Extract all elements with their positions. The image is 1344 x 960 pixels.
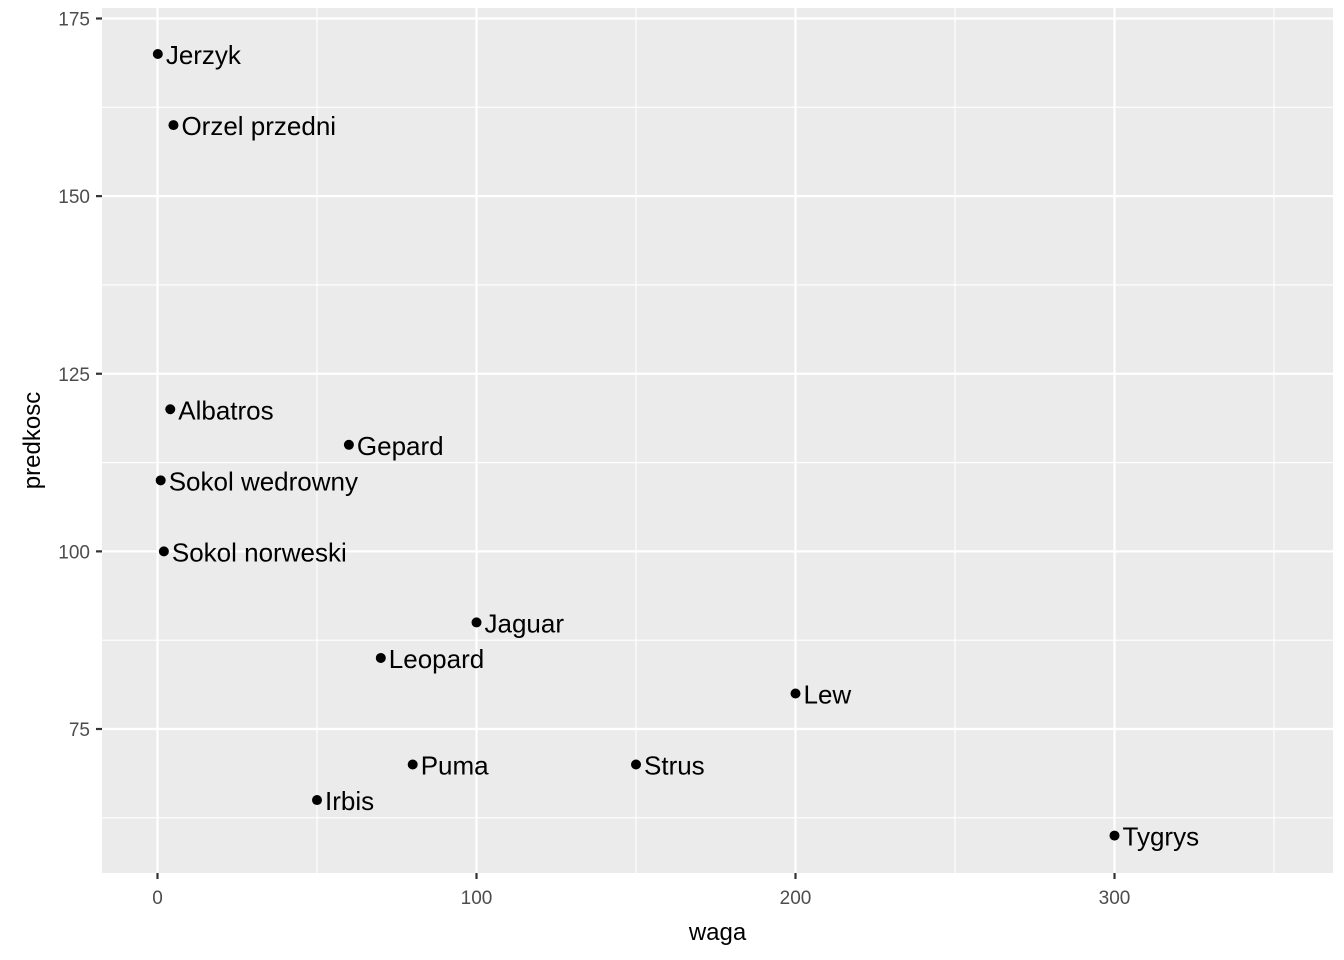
x-tick-label: 300 [1099,888,1131,909]
data-point [407,759,418,770]
data-point [790,688,801,699]
data-point [168,120,179,131]
x-tick-label: 0 [152,888,163,909]
data-point [343,439,354,450]
y-tick-label: 175 [58,10,90,31]
x-axis-title: waga [688,919,747,946]
point-label: Leopard [389,644,484,674]
x-axis: 0 100 200 300 [152,873,1130,909]
data-point [165,404,176,415]
y-axis-title: predkosc [19,392,46,489]
point-label: Orzel przedni [181,111,336,141]
y-axis: 75 100 125 150 175 [58,10,102,741]
point-label: Puma [421,751,489,781]
data-point [152,49,163,60]
data-point [1109,830,1120,841]
data-point [155,475,166,486]
point-label: Jerzyk [166,40,242,70]
y-tick-label: 150 [58,187,90,208]
data-point [471,617,482,628]
data-point [158,546,169,557]
data-point [375,652,386,663]
point-label: Strus [644,751,705,781]
y-tick-label: 75 [69,720,90,741]
y-tick-label: 100 [58,542,90,563]
point-label: Sokol norweski [172,537,347,567]
y-tick-label: 125 [58,365,90,386]
minor-gridlines [102,8,1333,873]
data-point [631,759,641,770]
point-labels: Jerzyk Orzel przedni Albatros Gepard Sokol w… [166,40,1199,852]
point-label: Gepard [357,431,444,461]
data-point [312,795,322,806]
x-tick-label: 100 [461,888,493,909]
point-label: Albatros [178,395,273,425]
data-points [152,49,1120,841]
point-label: Jaguar [485,608,565,638]
x-tick-label: 200 [780,888,812,909]
point-label: Lew [804,679,852,709]
major-gridlines [102,8,1333,873]
point-label: Tygrys [1123,822,1200,852]
point-label: Irbis [325,786,374,816]
point-label: Sokol wedrowny [169,466,358,496]
